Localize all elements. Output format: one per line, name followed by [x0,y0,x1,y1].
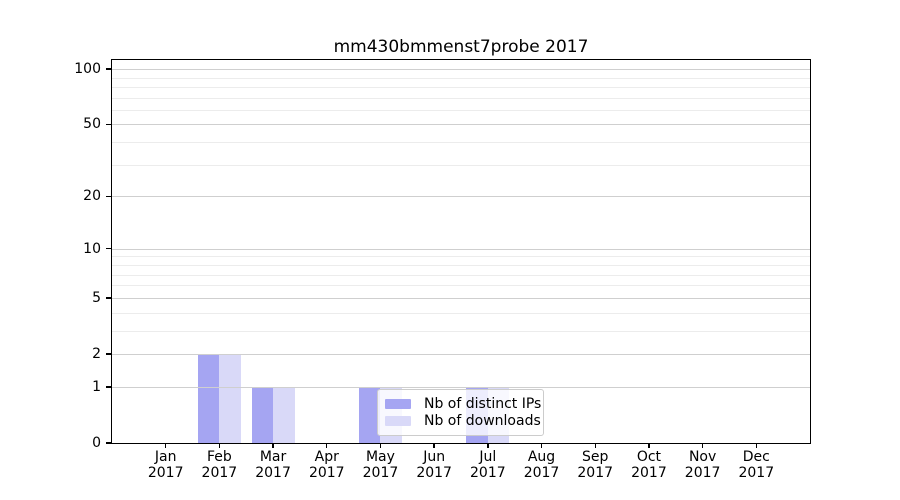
gridline-minor [112,109,810,111]
plot-area: Nb of distinct IPs Nb of downloads [110,58,811,444]
x-tick-label-month: Oct [636,449,662,465]
x-tick-label-year: 2017 [201,464,238,481]
y-tick-label: 5 [92,289,101,306]
y-tick [105,442,112,444]
y-tick-label: 20 [83,188,101,205]
legend-label-distinct-ips: Nb of distinct IPs [424,396,542,413]
x-tick [164,443,167,448]
bar-feb-downloads [219,354,241,443]
gridline-minor [112,86,810,88]
x-tick-label-year: 2017 [308,464,345,481]
y-tick [105,386,112,388]
x-tick-label-year: 2017 [362,464,399,481]
bar-mar-distinct-ips [251,386,274,443]
gridline-minor [112,264,810,266]
legend-item-downloads: Nb of downloads [385,413,541,430]
y-tick-label: 1 [92,378,101,395]
x-tick-label-month: Nov [688,449,717,465]
x-tick-label-month: Jun [423,449,446,465]
x-tick-label: Mar 2017 [241,449,305,481]
x-tick-label-year: 2017 [738,464,775,481]
x-tick-label-month: Jul [479,449,497,465]
x-tick-label-year: 2017 [255,464,291,481]
x-tick [701,443,704,448]
x-tick-label-year: 2017 [416,464,452,481]
x-tick-label: Aug 2017 [510,449,574,481]
x-tick-label: Feb 2017 [187,449,251,481]
x-tick-label-month: Dec [742,449,770,465]
x-tick [218,443,221,448]
legend-swatch-downloads [385,415,411,426]
x-tick-label-year: 2017 [470,464,506,481]
x-tick-label-year: 2017 [684,464,721,481]
y-tick [105,123,112,126]
x-tick-label: Sep 2017 [563,449,627,481]
x-tick-label: Jun 2017 [402,449,466,481]
bar-feb-distinct-ips [197,354,220,443]
gridline-major [112,69,810,71]
x-tick [326,443,328,448]
y-tick [105,68,112,70]
gridline-minor [112,142,810,144]
x-tick-label: Apr 2017 [295,449,359,481]
x-tick-label-month: May [365,449,395,465]
x-tick-label-year: 2017 [577,464,614,481]
x-tick-label-month: Sep [582,449,609,465]
gridline-major [112,196,810,198]
gridline-minor [112,285,810,287]
gridline-major [112,248,810,250]
legend-swatch-distinct-ips [385,399,411,410]
gridline-minor [112,77,810,79]
x-tick [540,443,543,448]
x-tick-label-year: 2017 [631,464,667,481]
x-tick-label: May 2017 [348,449,412,481]
x-tick [379,443,382,448]
gridline-minor [112,256,810,258]
legend-label-downloads: Nb of downloads [424,412,541,429]
x-tick-label: Dec 2017 [724,449,788,481]
x-tick-label-month: Apr [314,449,339,465]
x-tick-label-year: 2017 [147,464,184,481]
gridline-minor [112,164,810,166]
y-tick-label: 10 [83,240,101,257]
x-tick [272,443,274,448]
x-tick-label: Jul 2017 [456,449,520,481]
y-tick-label: 100 [74,61,101,78]
x-tick [433,443,435,448]
y-tick-label: 2 [92,345,101,362]
x-tick-label-month: Mar [259,449,287,465]
gridline-major [112,124,810,126]
gridline-minor [112,312,810,314]
x-tick-label-year: 2017 [523,464,560,481]
legend: Nb of distinct IPs Nb of downloads [377,389,544,436]
y-tick-label: 0 [92,435,101,451]
gridline-minor [112,97,810,99]
x-tick [755,443,757,448]
y-tick [105,195,112,198]
x-tick-label-month: Aug [527,449,556,465]
y-tick [105,248,112,250]
x-tick [648,443,650,448]
x-tick [594,443,596,448]
y-tick [105,297,112,299]
x-tick-label: Jan 2017 [134,449,198,481]
chart-title: mm430bmmenst7probe 2017 [333,37,589,57]
bar-may-distinct-ips [358,386,381,443]
gridline-major [112,297,810,299]
x-tick-label-month: Feb [206,449,232,465]
y-tick [105,353,112,355]
legend-item-distinct-ips: Nb of distinct IPs [385,396,541,413]
gridline-minor [112,330,810,332]
x-tick [487,443,489,448]
gridline-minor [112,274,810,276]
x-tick-label-month: Jan [154,449,177,465]
x-tick-label: Nov 2017 [671,449,735,481]
bar-mar-downloads [273,386,295,443]
y-tick-label: 50 [83,116,101,133]
x-tick-label: Oct 2017 [617,449,681,481]
